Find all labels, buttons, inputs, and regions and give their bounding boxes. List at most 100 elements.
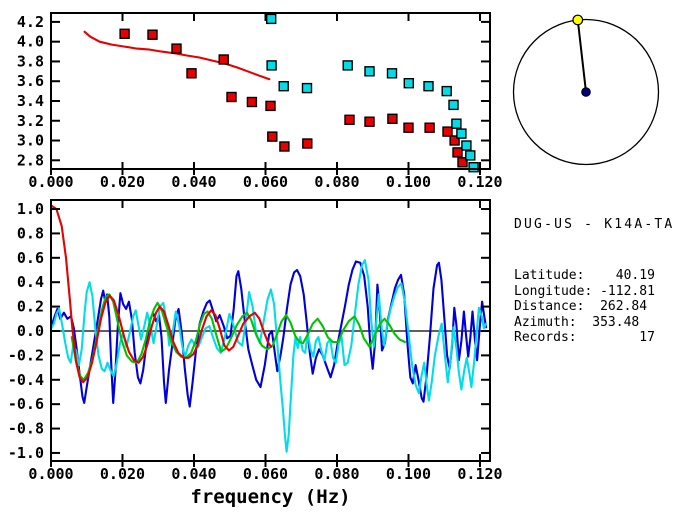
field-value: -112.81	[600, 283, 655, 299]
model-dispersion-curve	[83, 30, 271, 81]
y-tick-label: 0.4	[17, 273, 44, 291]
plot-frame	[49, 11, 492, 171]
data-point-square[interactable]	[424, 122, 435, 133]
x-tick-label: 0.020	[100, 465, 145, 483]
y-tick-label: 3.8	[17, 52, 44, 70]
field-value: 262.84	[600, 299, 648, 315]
field-label: Azimuth:	[514, 314, 577, 330]
x-tick-label: 0.120	[457, 465, 502, 483]
data-point-square[interactable]	[448, 99, 459, 111]
station-field-row: Records: 17	[514, 330, 674, 346]
x-tick-label: 0.120	[457, 173, 502, 191]
field-label: Latitude:	[514, 267, 585, 283]
group-velocity-picks-cyan	[266, 13, 479, 173]
y-tick-label: 2.8	[17, 151, 44, 169]
data-point-square[interactable]	[301, 82, 313, 94]
field-gap	[577, 315, 593, 330]
green-curve	[70, 293, 406, 381]
y-tick-label: -0.2	[8, 346, 44, 364]
data-point-square[interactable]	[267, 131, 278, 142]
data-point-square[interactable]	[218, 54, 229, 65]
y-tick-label: 3.6	[17, 72, 44, 90]
data-point-square[interactable]	[171, 43, 182, 54]
x-tick-label: 0.040	[171, 173, 216, 191]
x-axis-title: frequency (Hz)	[190, 486, 350, 508]
y-tick-label: 3.0	[17, 132, 44, 150]
y-tick-label: 3.2	[17, 112, 44, 130]
station-dot	[581, 87, 591, 97]
y-tick-label: 4.2	[17, 13, 44, 31]
x-tick-label: 0.080	[314, 465, 359, 483]
field-value: 17	[639, 330, 655, 346]
field-label: Records:	[514, 330, 577, 346]
data-point-square[interactable]	[302, 138, 313, 149]
y-tick-label: 4.0	[17, 33, 44, 51]
data-point-square[interactable]	[364, 66, 375, 77]
field-gap	[592, 284, 600, 299]
data-point-square[interactable]	[457, 157, 468, 168]
azimuth-compass	[512, 14, 660, 166]
data-point-square[interactable]	[423, 80, 434, 92]
data-point-square[interactable]	[364, 116, 375, 127]
x-tick-label: 0.040	[171, 465, 216, 483]
data-point-square[interactable]	[451, 118, 462, 129]
data-point-square[interactable]	[186, 68, 197, 79]
data-point-square[interactable]	[387, 113, 398, 125]
data-point-square[interactable]	[452, 147, 463, 158]
data-point-square[interactable]	[342, 60, 353, 71]
event-dot	[572, 14, 584, 26]
x-tick-label: 0.060	[243, 173, 288, 191]
x-tick-label: 0.060	[243, 465, 288, 483]
data-point-square[interactable]	[278, 80, 289, 92]
station-info: DUG-US - K14A-TA Latitude: 40.19 Longitud…	[514, 186, 674, 377]
data-point-square[interactable]	[266, 13, 277, 25]
data-point-square[interactable]	[266, 60, 277, 71]
data-point-square[interactable]	[147, 29, 158, 40]
dispersion-plot[interactable]: 0.000 0.020 0.040 0.060 0.080 0.100 0.1202.83.…	[17, 11, 503, 191]
data-point-square[interactable]	[403, 77, 414, 89]
data-point-square[interactable]	[468, 161, 479, 173]
azimuth-line	[576, 19, 587, 93]
azimuth-circle	[512, 18, 660, 166]
data-point-square[interactable]	[403, 122, 414, 133]
station-field-row: Distance: 262.84	[514, 299, 674, 315]
y-tick-label: -1.0	[8, 444, 44, 462]
x-tick-label: 0.100	[386, 173, 431, 191]
data-point-square[interactable]	[465, 150, 476, 161]
data-point-square[interactable]	[226, 91, 237, 103]
station-field-row: Azimuth: 353.48	[514, 315, 674, 331]
data-point-square[interactable]	[386, 68, 398, 79]
data-point-square[interactable]	[246, 96, 258, 108]
data-point-square[interactable]	[119, 28, 130, 39]
field-value: 40.19	[615, 267, 655, 283]
station-fields: Latitude: 40.19 Longitude: -112.81 Distanc…	[514, 268, 674, 346]
data-point-square[interactable]	[456, 128, 467, 139]
y-tick-label: 1.0	[17, 200, 44, 218]
x-tick-label: 0.020	[100, 173, 145, 191]
x-tick-label: 0.080	[314, 173, 359, 191]
data-point-square[interactable]	[449, 135, 460, 146]
y-tick-label: -0.8	[8, 420, 44, 438]
y-tick-label: 0.2	[17, 298, 44, 316]
data-point-square[interactable]	[441, 85, 452, 97]
field-label: Longitude:	[514, 283, 593, 299]
group-velocity-picks-red	[119, 28, 468, 168]
data-point-square[interactable]	[442, 126, 453, 137]
station-field-row: Longitude: -112.81	[514, 284, 674, 300]
correlation-plot[interactable]: 0.000 0.020 0.040 0.060 0.080 0.100 0.120 -1.0 -…	[8, 198, 503, 508]
field-gap	[584, 268, 615, 283]
red-curve	[49, 204, 273, 384]
station-pair-title: DUG-US - K14A-TA	[514, 217, 675, 233]
cyan-curve	[49, 259, 488, 453]
y-tick-label: 0.8	[17, 224, 44, 242]
x-tick-label: 0.000	[28, 465, 73, 483]
data-point-square[interactable]	[461, 140, 472, 151]
data-point-square[interactable]	[279, 141, 290, 152]
y-tick-label: 0.0	[17, 322, 44, 340]
field-gap	[577, 330, 640, 345]
data-point-square[interactable]	[344, 114, 355, 126]
data-point-square[interactable]	[265, 100, 276, 112]
x-tick-label: 0.100	[386, 465, 431, 483]
